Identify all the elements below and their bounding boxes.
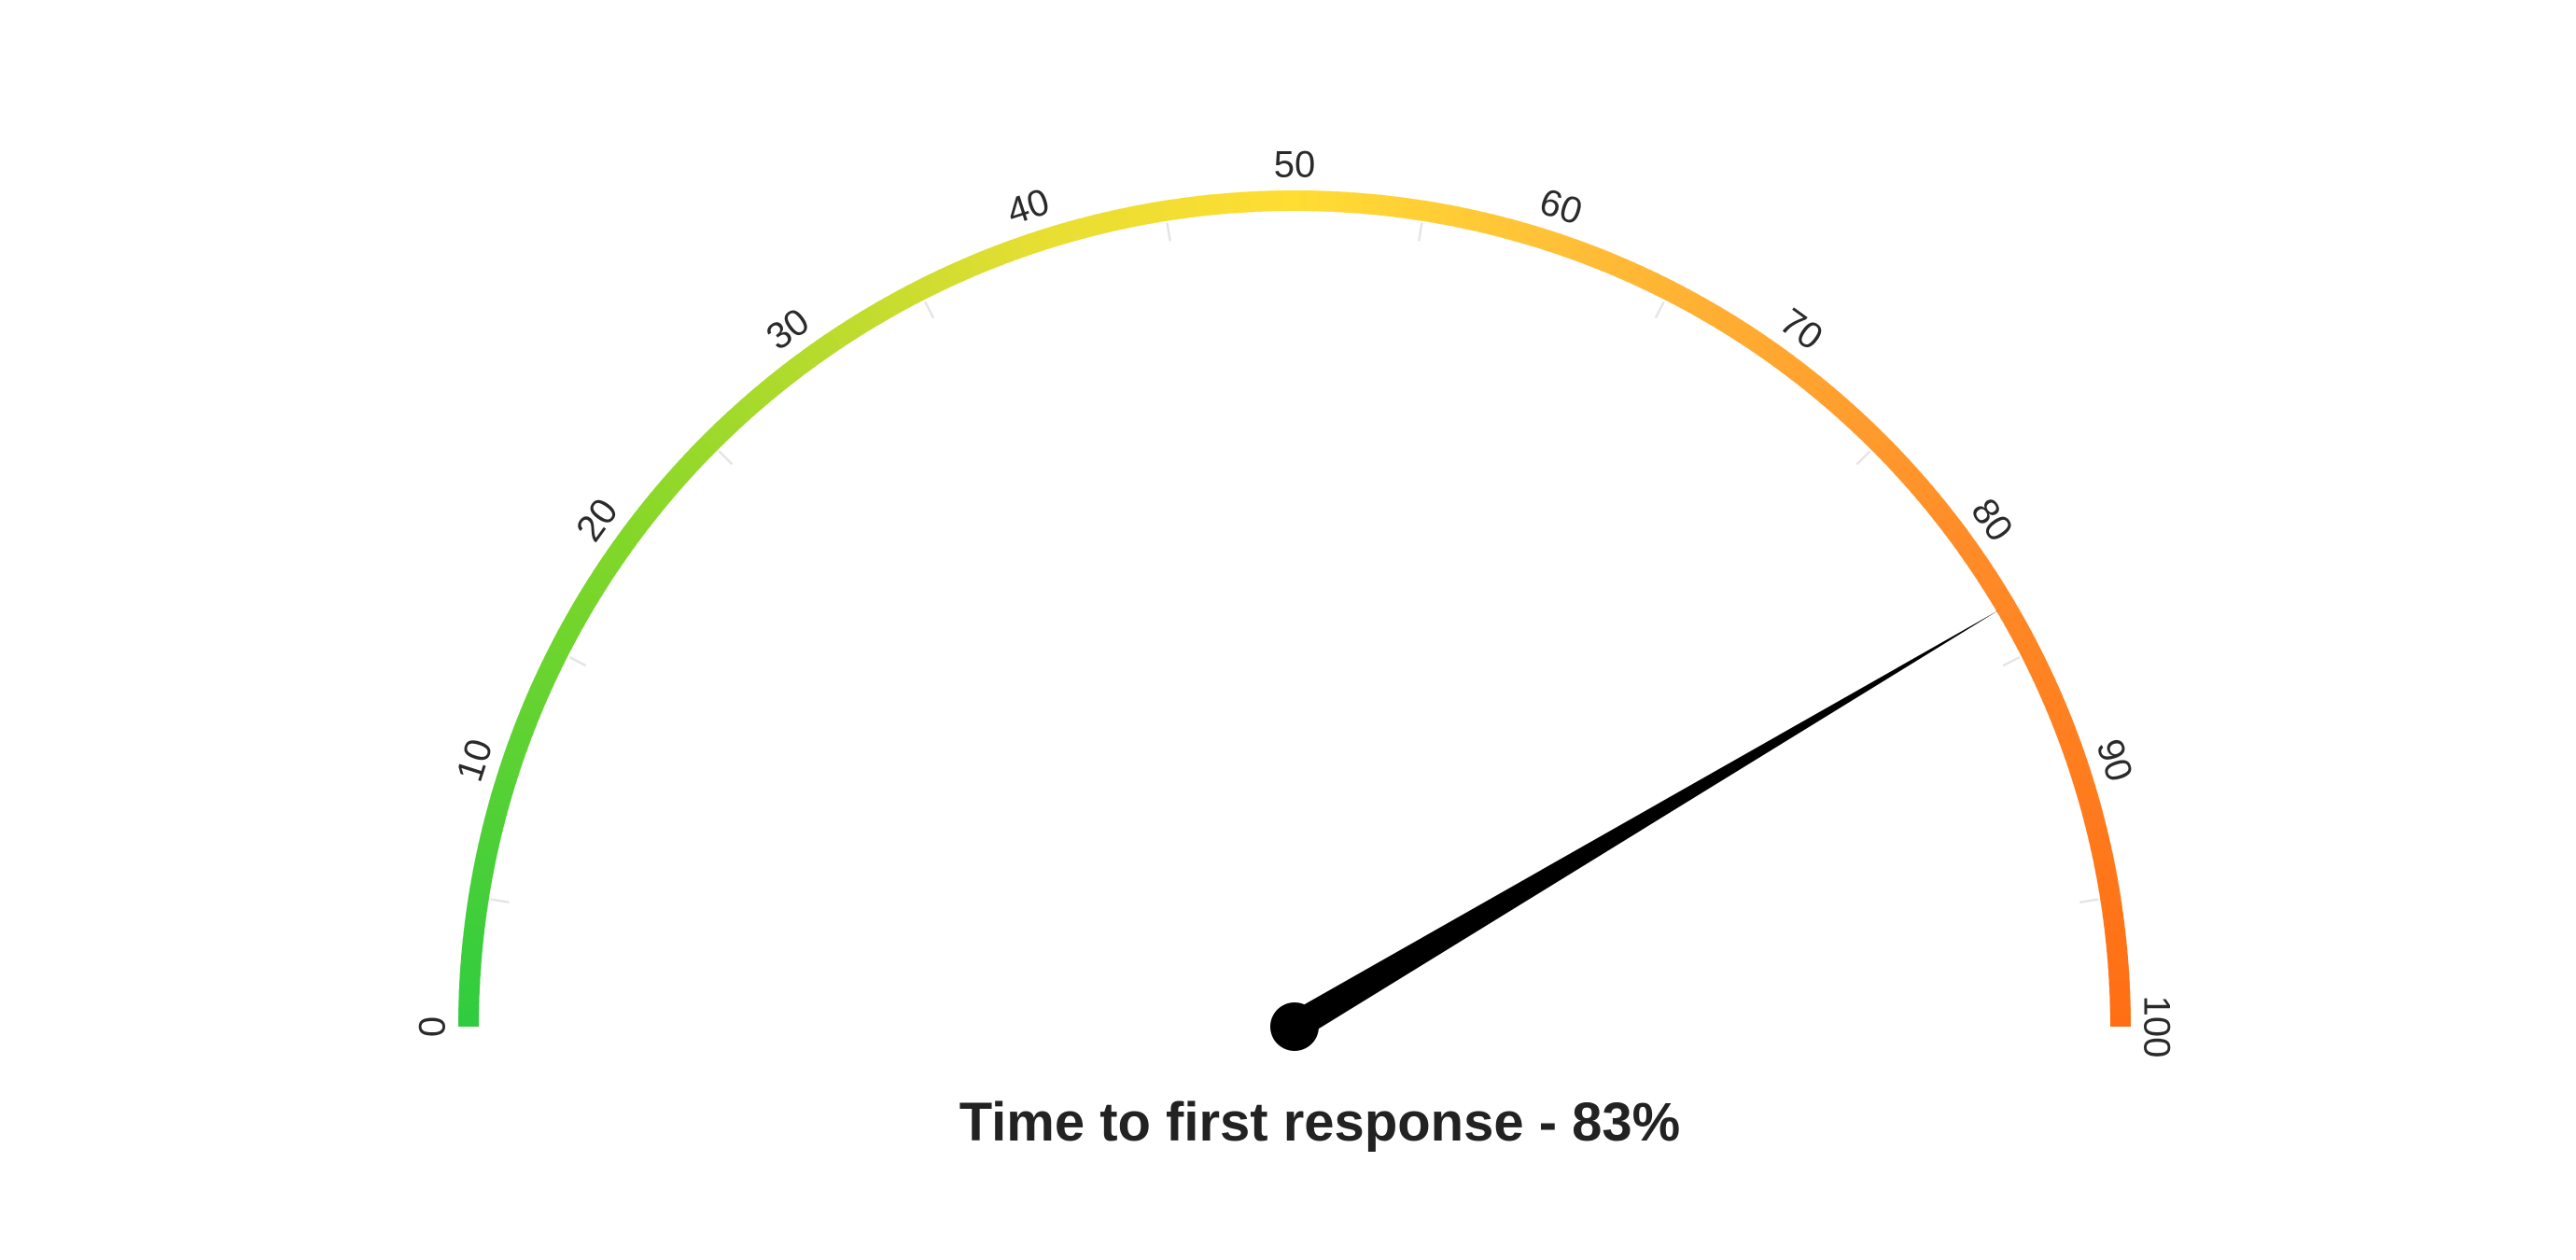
svg-text:60: 60 — [1534, 181, 1587, 233]
svg-text:10: 10 — [449, 735, 501, 787]
svg-text:90: 90 — [2088, 735, 2140, 787]
svg-text:100: 100 — [2135, 996, 2177, 1058]
svg-text:50: 50 — [1274, 145, 1316, 186]
svg-text:0: 0 — [413, 1016, 454, 1037]
svg-text:40: 40 — [1002, 181, 1055, 233]
svg-text:Time to first response - 83%: Time to first response - 83% — [959, 1092, 1681, 1153]
